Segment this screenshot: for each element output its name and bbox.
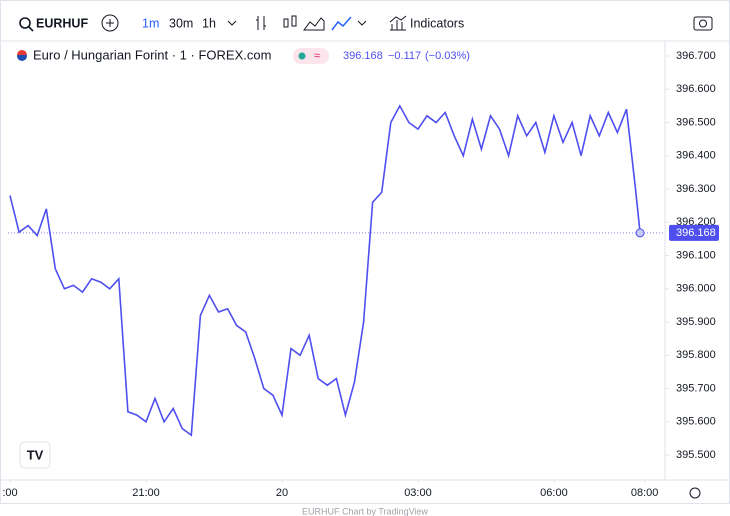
legend-change-pct: (−0.03%) [425, 50, 470, 62]
y-tick-label: 396.000 [676, 283, 716, 295]
x-tick-label: 21:00 [132, 487, 160, 499]
settings-icon[interactable] [689, 487, 701, 499]
legend-change: −0.117 [388, 50, 421, 62]
status-pill [293, 48, 329, 64]
instrument-name: Euro / Hungarian Forint · 1 · FOREX.com [33, 47, 271, 62]
x-tick-label: 20 [276, 487, 288, 499]
candles-icon[interactable] [283, 15, 297, 28]
search-icon[interactable] [19, 17, 31, 29]
y-tick-label: 395.900 [676, 316, 716, 328]
y-tick-label: 395.700 [676, 382, 716, 394]
line-icon[interactable] [331, 16, 352, 31]
y-tick-label: 396.400 [676, 150, 716, 162]
last-point [635, 228, 645, 238]
y-tick-label: 395.500 [676, 449, 716, 461]
flag-icon [17, 50, 27, 55]
add-icon [106, 19, 114, 27]
y-tick-label: 395.800 [676, 349, 716, 361]
symbol[interactable]: EURHUF [36, 16, 88, 30]
footer: EURHUF Chart by TradingView [302, 506, 428, 516]
bars-icon[interactable] [256, 16, 266, 30]
frame [0, 0, 730, 504]
x-tick-label: 06:00 [540, 487, 568, 499]
indicators-icon [389, 15, 407, 31]
price-tag [669, 224, 719, 241]
indicators-button[interactable]: Indicators [410, 16, 464, 30]
y-tick-label: 396.300 [676, 183, 716, 195]
market-status [298, 52, 306, 60]
chevron[interactable] [357, 20, 367, 26]
tv-logo-mark: TV [27, 447, 44, 462]
interval[interactable]: 30m [169, 16, 193, 30]
tv-logo[interactable] [19, 441, 51, 469]
badge: ≈ [314, 50, 320, 62]
price-line [9, 104, 641, 437]
search-icon [28, 26, 34, 32]
interval[interactable]: 1m [142, 16, 159, 30]
x-tick-label: 08:00 [631, 487, 659, 499]
legend-price: 396.168 [343, 50, 383, 62]
area-icon[interactable] [303, 17, 325, 31]
chevron[interactable] [227, 20, 237, 26]
y-tick-label: 396.700 [676, 50, 716, 62]
snapshot-icon[interactable] [693, 16, 713, 31]
y-tick-label: 396.500 [676, 116, 716, 128]
interval[interactable]: 1h [202, 16, 216, 30]
x-tick-label: :00 [2, 487, 17, 499]
x-tick-label: 03:00 [404, 487, 432, 499]
price-tag-label: 396.168 [676, 227, 716, 239]
y-tick-label: 395.600 [676, 416, 716, 428]
y-tick-label: 396.600 [676, 83, 716, 95]
snapshot-lens [699, 19, 707, 28]
add-symbol[interactable] [101, 14, 119, 32]
y-tick-label: 396.100 [676, 249, 716, 261]
